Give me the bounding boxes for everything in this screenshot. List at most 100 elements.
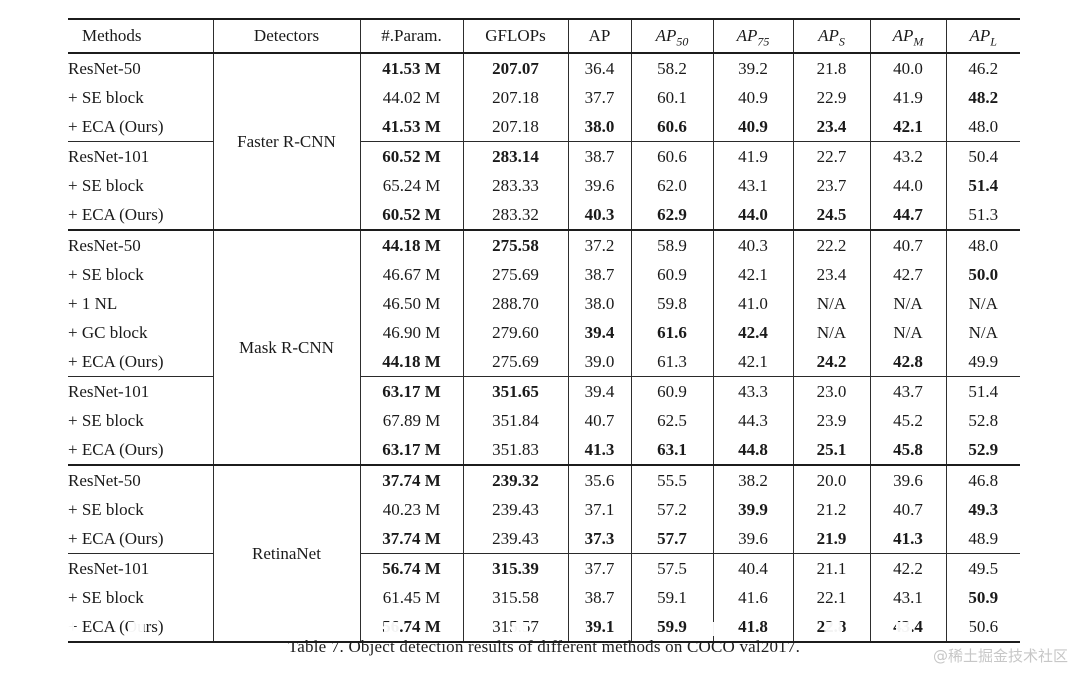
metric-cell: 51.4 bbox=[945, 376, 1020, 406]
metric-cell: 40.4 bbox=[712, 553, 793, 583]
metric-cell: 42.1 bbox=[869, 112, 946, 142]
column-header-param: #.Param. bbox=[359, 19, 463, 54]
metric-cell: 25.1 bbox=[792, 435, 870, 465]
metric-cell: 40.3 bbox=[567, 200, 631, 230]
metric-cell: 50.4 bbox=[945, 141, 1020, 171]
metric-cell: 239.32 bbox=[462, 464, 568, 495]
metric-cell: 60.9 bbox=[630, 376, 713, 406]
method-cell: + SE block bbox=[68, 87, 144, 107]
metric-cell: 55.5 bbox=[630, 464, 713, 495]
metric-cell: 283.14 bbox=[462, 141, 568, 171]
column-header-ap75: AP75 bbox=[712, 19, 793, 54]
column-header-apm: APM bbox=[869, 19, 946, 54]
metric-cell: 41.0 bbox=[712, 289, 793, 318]
metric-cell: 23.4 bbox=[792, 112, 870, 142]
metric-cell: 40.0 bbox=[869, 53, 946, 83]
table-row: + SE block 61.45 M 315.58 38.7 59.1 41.6 22.1 4… bbox=[68, 583, 1020, 612]
metric-cell: 48.0 bbox=[945, 229, 1020, 260]
metric-cell: 58.2 bbox=[630, 53, 713, 83]
detector-cell: RetinaNet bbox=[212, 464, 360, 642]
metric-cell: 39.0 bbox=[567, 347, 631, 377]
metric-cell: 65.24 M bbox=[359, 171, 463, 200]
metric-cell: 41.53 M bbox=[359, 53, 463, 83]
metric-cell: 44.18 M bbox=[359, 229, 463, 260]
metric-cell: 60.6 bbox=[630, 112, 713, 142]
table-row: + GC block 46.90 M 279.60 39.4 61.6 42.4 N/A N/… bbox=[68, 318, 1020, 347]
column-header-label: AP bbox=[818, 26, 839, 45]
method-cell: + ECA (Ours) bbox=[68, 204, 164, 224]
metric-cell: N/A bbox=[792, 318, 870, 347]
metric-cell: 41.9 bbox=[869, 83, 946, 112]
metric-cell: 207.18 bbox=[462, 83, 568, 112]
metric-cell: 44.3 bbox=[712, 406, 793, 435]
metric-cell: 39.4 bbox=[567, 318, 631, 347]
metric-cell: 39.9 bbox=[712, 495, 793, 524]
metric-cell: 21.9 bbox=[792, 524, 870, 554]
metric-cell: 59.1 bbox=[630, 583, 713, 612]
metric-cell: 48.2 bbox=[945, 83, 1020, 112]
metric-cell: 57.2 bbox=[630, 495, 713, 524]
metric-cell: 52.8 bbox=[945, 406, 1020, 435]
metric-cell: 39.6 bbox=[712, 524, 793, 554]
metric-cell: 22.1 bbox=[792, 583, 870, 612]
metric-cell: 60.52 M bbox=[359, 141, 463, 171]
metric-cell: 41.53 M bbox=[359, 112, 463, 142]
metric-cell: 49.3 bbox=[945, 495, 1020, 524]
table-row: + SE block 40.23 M 239.43 37.1 57.2 39.9 21.2 4… bbox=[68, 495, 1020, 524]
metric-cell: 46.50 M bbox=[359, 289, 463, 318]
column-header-subscript: 50 bbox=[676, 34, 689, 49]
metric-cell: 40.7 bbox=[869, 495, 946, 524]
metric-cell: 36.4 bbox=[567, 53, 631, 83]
metric-cell: 22.9 bbox=[792, 83, 870, 112]
metric-cell: 42.1 bbox=[712, 260, 793, 289]
metric-cell: 58.9 bbox=[630, 229, 713, 260]
table-row: ResNet-101 56.74 M 315.39 37.7 57.5 40.4 21.1 4… bbox=[68, 553, 1020, 583]
metric-cell: 23.7 bbox=[792, 171, 870, 200]
metric-cell: 41.3 bbox=[869, 524, 946, 554]
metric-cell: 60.1 bbox=[630, 83, 713, 112]
metric-cell: 283.33 bbox=[462, 171, 568, 200]
metric-cell: 60.52 M bbox=[359, 200, 463, 230]
column-header-subscript: 75 bbox=[757, 34, 770, 49]
method-cell: + ECA (Ours) bbox=[68, 351, 164, 371]
metric-cell: 44.0 bbox=[712, 200, 793, 230]
metric-cell: 43.1 bbox=[869, 583, 946, 612]
table-row: ResNet-50 RetinaNet 37.74 M 239.32 35.6 55.5 3… bbox=[68, 464, 1020, 642]
table-row: ResNet-50 Faster R-CNN 41.53 M 207.07 36.4 58… bbox=[68, 53, 1020, 230]
metric-cell: 40.23 M bbox=[359, 495, 463, 524]
metric-cell: N/A bbox=[869, 289, 946, 318]
column-header-label: Methods bbox=[82, 26, 142, 45]
metric-cell: 46.8 bbox=[945, 464, 1020, 495]
metric-cell: 49.9 bbox=[945, 347, 1020, 377]
column-header-subscript: L bbox=[990, 34, 997, 49]
metric-cell: 315.58 bbox=[462, 583, 568, 612]
table-row: ResNet-50 Mask R-CNN 44.18 M 275.58 37.2 58.9… bbox=[68, 229, 1020, 465]
results-table: Methods Detectors #.Param. GFLOPs AP AP50 AP75… bbox=[68, 18, 1020, 643]
metric-cell: 46.2 bbox=[945, 53, 1020, 83]
metric-cell: 56.74 M bbox=[359, 553, 463, 583]
metric-cell: 40.7 bbox=[567, 406, 631, 435]
column-header-subscript: M bbox=[913, 34, 924, 49]
metric-cell: 207.18 bbox=[462, 112, 568, 142]
column-header-gflops: GFLOPs bbox=[462, 19, 568, 54]
metric-cell: 23.0 bbox=[792, 376, 870, 406]
metric-cell: 351.65 bbox=[462, 376, 568, 406]
metric-cell: 39.6 bbox=[567, 171, 631, 200]
metric-cell: 22.2 bbox=[792, 229, 870, 260]
metric-cell: 38.7 bbox=[567, 583, 631, 612]
method-cell: + 1 NL bbox=[68, 293, 118, 313]
table-row: ResNet-101 63.17 M 351.65 39.4 60.9 43.3 23.0 4… bbox=[68, 376, 1020, 406]
column-header-label: AP bbox=[655, 26, 677, 45]
metric-cell: 61.45 M bbox=[359, 583, 463, 612]
metric-cell: 21.8 bbox=[792, 53, 870, 83]
method-cell: + SE block bbox=[68, 587, 144, 607]
metric-cell: 21.1 bbox=[792, 553, 870, 583]
method-cell: + GC block bbox=[68, 322, 148, 342]
method-cell: + SE block bbox=[68, 410, 144, 430]
metric-cell: 315.39 bbox=[462, 553, 568, 583]
metric-cell: 43.7 bbox=[869, 376, 946, 406]
metric-cell: 40.9 bbox=[712, 112, 793, 142]
metric-cell: 50.9 bbox=[945, 583, 1020, 612]
column-header-label: Detectors bbox=[253, 26, 320, 45]
method-cell: ResNet-101 bbox=[68, 553, 213, 583]
